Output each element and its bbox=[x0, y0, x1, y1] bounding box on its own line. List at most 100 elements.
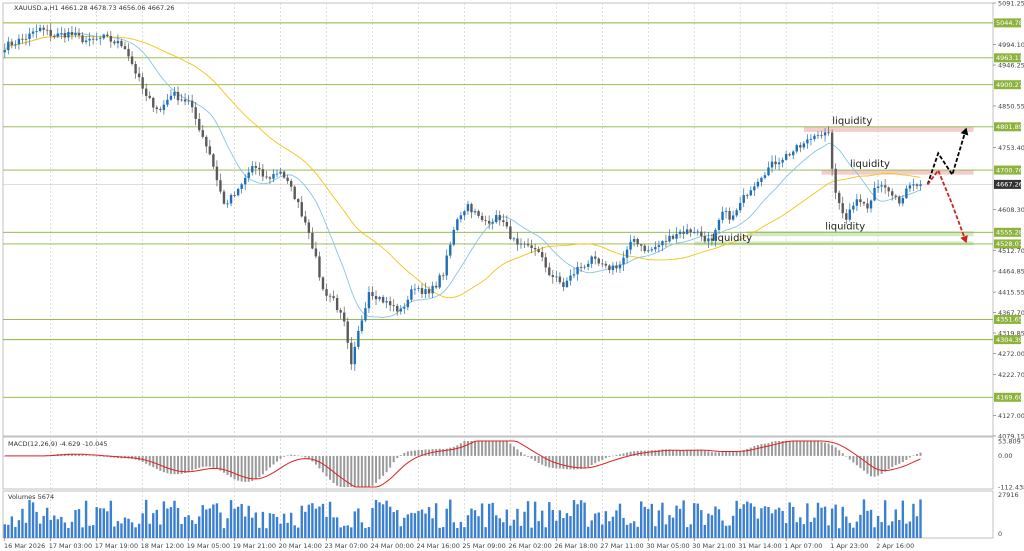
macd-histogram-bar bbox=[771, 441, 774, 456]
macd-histogram-bar bbox=[594, 455, 597, 464]
candle-body bbox=[505, 221, 509, 227]
candle-body bbox=[297, 199, 300, 203]
volume-bar bbox=[251, 517, 254, 538]
macd-histogram-bar bbox=[226, 455, 229, 475]
candle-body bbox=[586, 263, 590, 267]
candle-body bbox=[424, 289, 427, 295]
candle-body bbox=[162, 104, 166, 111]
macd-histogram-bar bbox=[502, 441, 505, 456]
projection-line bbox=[926, 168, 968, 244]
candle-body bbox=[470, 204, 473, 213]
volume-bar bbox=[540, 510, 544, 538]
volume-bar bbox=[152, 513, 155, 538]
candle-body bbox=[236, 188, 240, 196]
candle-body bbox=[689, 229, 692, 233]
macd-histogram-bar bbox=[693, 449, 696, 456]
macd-histogram-bar bbox=[661, 449, 664, 456]
candle-body bbox=[155, 107, 159, 110]
volume-bar bbox=[728, 525, 731, 538]
macd-histogram-bar bbox=[364, 455, 367, 487]
volume-bar bbox=[70, 521, 74, 538]
grid bbox=[2, 2, 994, 539]
candle-body bbox=[820, 135, 823, 137]
candle-body bbox=[364, 308, 367, 321]
candle-body bbox=[247, 172, 250, 178]
volume-bar bbox=[166, 508, 169, 538]
volume-bar bbox=[526, 501, 530, 538]
candle-body bbox=[371, 292, 374, 297]
candle-body bbox=[873, 187, 876, 201]
macd-histogram-bar bbox=[375, 455, 378, 483]
macd-histogram-bar bbox=[466, 441, 469, 456]
volume-bar bbox=[21, 508, 24, 538]
macd-histogram-bar bbox=[169, 455, 172, 474]
macd-histogram-bar bbox=[261, 455, 264, 475]
macd-histogram-bar bbox=[470, 441, 473, 456]
macd-histogram-bar bbox=[654, 450, 657, 456]
volume-bar bbox=[813, 517, 816, 538]
candle-body bbox=[487, 220, 491, 224]
macd-histogram-bar bbox=[272, 455, 275, 465]
macd-histogram-bar bbox=[912, 455, 915, 456]
candle-body bbox=[91, 38, 95, 40]
projection-arrowhead bbox=[960, 127, 969, 136]
candle-body bbox=[176, 91, 180, 101]
volume-bar bbox=[318, 506, 321, 538]
volume-bar bbox=[555, 520, 558, 538]
volume-bar bbox=[215, 503, 219, 538]
level-price-label: 4963.11 bbox=[996, 54, 1023, 62]
candle-body bbox=[707, 238, 710, 242]
volume-bar bbox=[608, 521, 611, 538]
candle-body bbox=[49, 29, 52, 37]
volume-bar bbox=[866, 510, 869, 538]
volume-bar bbox=[371, 508, 374, 538]
candle-body bbox=[374, 296, 378, 300]
macd-histogram-bar bbox=[360, 455, 363, 487]
macd-histogram-bar bbox=[862, 455, 865, 471]
volume-bar bbox=[63, 522, 67, 538]
candle-body bbox=[328, 295, 332, 297]
candle-body bbox=[523, 243, 526, 245]
candle-body bbox=[746, 195, 749, 196]
volume-bar bbox=[799, 517, 802, 538]
candle-body bbox=[576, 267, 579, 275]
volume-bar bbox=[410, 512, 413, 538]
macd-histogram-bar bbox=[597, 455, 600, 462]
macd-histogram-bar bbox=[880, 455, 883, 474]
volume-bar bbox=[544, 527, 547, 538]
volumes-title: Volumes 5674 bbox=[8, 493, 54, 501]
macd-histogram-bar bbox=[831, 445, 834, 456]
macd-histogram-bar bbox=[286, 455, 289, 456]
volume-bar bbox=[155, 509, 159, 538]
candle-body bbox=[406, 299, 410, 308]
volume-bar bbox=[509, 525, 512, 538]
volume-bar bbox=[212, 504, 215, 538]
volume-bar bbox=[311, 503, 314, 538]
candle-body bbox=[148, 95, 151, 98]
volume-bar bbox=[862, 499, 866, 538]
macd-histogram-bar bbox=[78, 454, 81, 456]
price-tick-label: 4512.70 bbox=[998, 247, 1024, 255]
liquidity-label: liquidity bbox=[712, 233, 752, 244]
volume-bar bbox=[261, 511, 265, 538]
candle-body bbox=[304, 216, 307, 223]
candle-body bbox=[498, 215, 501, 221]
macd-histogram-bar bbox=[367, 455, 370, 487]
macd-histogram-bar bbox=[403, 452, 406, 456]
candle-body bbox=[579, 267, 583, 268]
time-label: 26 Mar 18:00 bbox=[554, 542, 597, 550]
volume-bar bbox=[491, 502, 494, 538]
candle-body bbox=[781, 159, 784, 163]
volume-bar bbox=[823, 506, 827, 538]
volume-bar bbox=[254, 512, 258, 538]
candle-body bbox=[792, 151, 795, 156]
macd-histogram-bar bbox=[905, 455, 908, 460]
macd-histogram-bar bbox=[456, 445, 459, 456]
macd-histogram-bar bbox=[152, 455, 155, 468]
volume-bar bbox=[268, 513, 272, 538]
time-label: 30 Mar 05:00 bbox=[646, 542, 689, 550]
candle-body bbox=[438, 275, 441, 288]
volume-bar bbox=[781, 510, 784, 538]
macd-histogram-bar bbox=[915, 453, 918, 456]
